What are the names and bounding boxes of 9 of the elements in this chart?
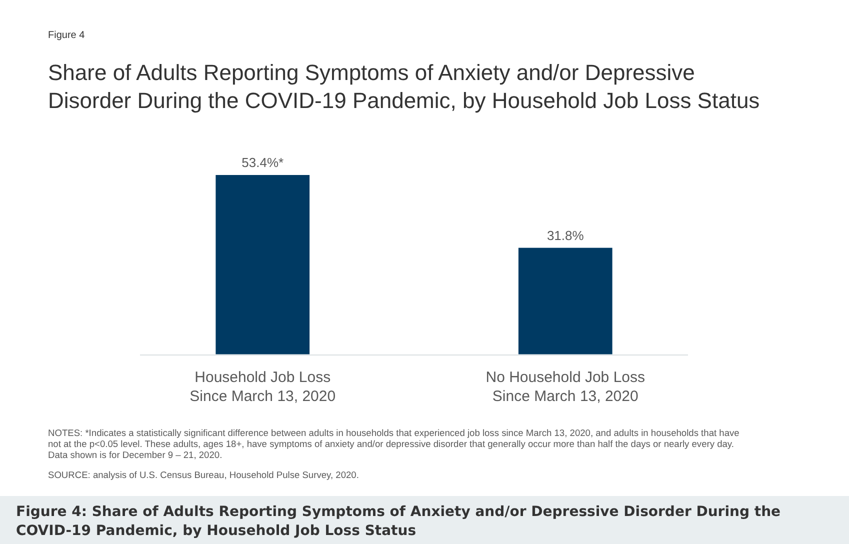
caption: Figure 4 [48,30,86,41]
data-label: 53.4%* [242,155,284,170]
text: NOTES: *Indicates a statistically significant difference between adults in households that experienced job loss since March 13, 2020, and adults in households that have not at the p<0.05 level. These adults, ages 18+, have symptoms of anxiety and/or depressive disorder that generally occur more than half the days or nearly every day. Data shown is for December 9 – 21, 2020. [48,428,740,460]
x-tick-label: No Household Job Loss Since March 13, 2020 [486,369,646,405]
x-tick-label: Household Job Loss Since March 13, 2020 [190,369,336,405]
source-note: SOURCE: analysis of U.S. Census Bureau, Household Pulse Survey, 2020. [48,470,359,480]
chart-title: Share of Adults Reporting Symptoms of Anxiety and/or Depressive Disorder During the COVID-19 Pandemic, by Household Job Loss Status [48,60,760,113]
caption: Figure 4: Share of Adults Reporting Symptoms of Anxiety and/or Depressive Disorder During the COVID-19 Pandemic, by Household Job Loss Status [16,504,781,539]
data-label: 31.8% [546,228,584,243]
